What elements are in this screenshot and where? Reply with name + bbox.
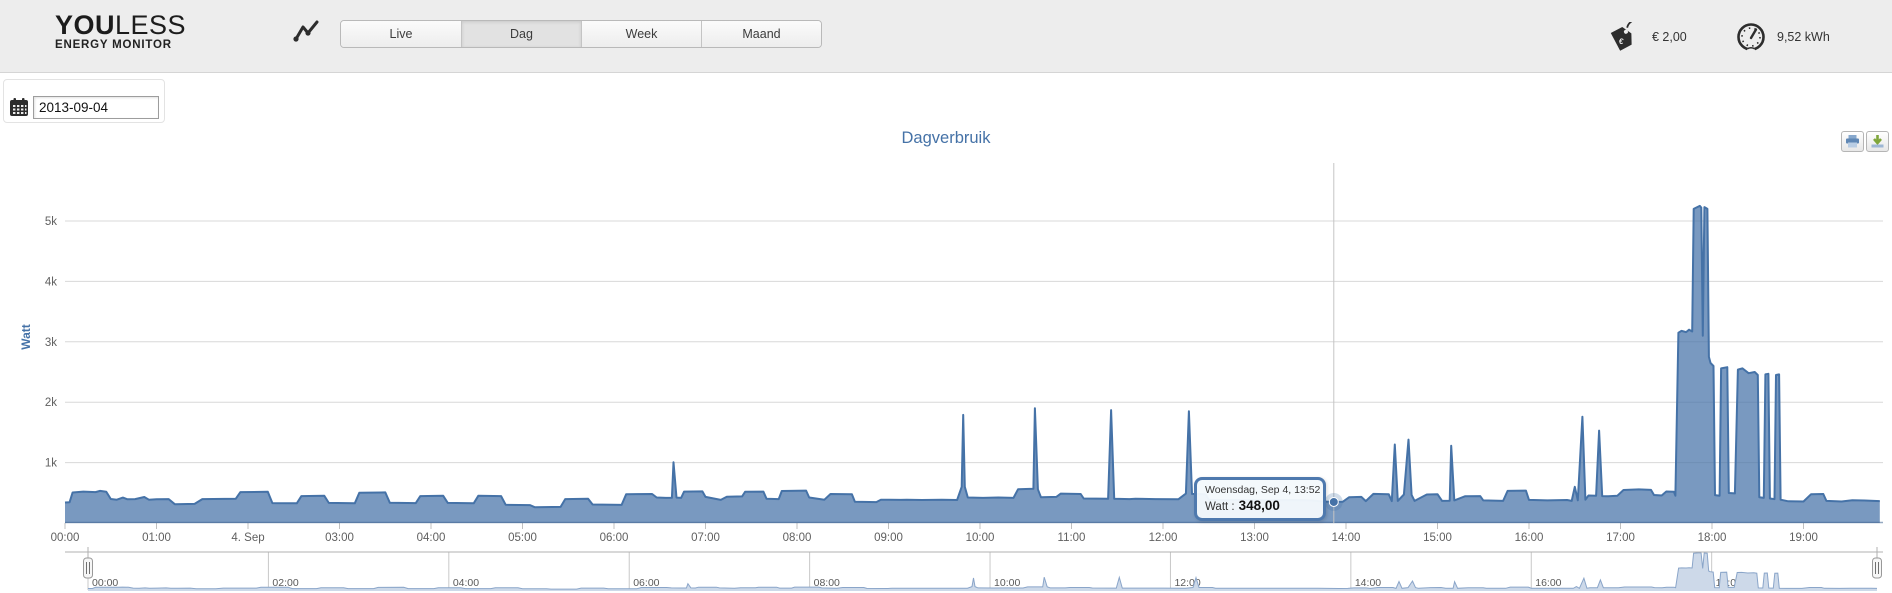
price-metric: € € 2,00 [1608, 0, 1687, 73]
chart-title: Dagverbruik [901, 129, 991, 147]
app-logo: YOULESS ENERGY MONITOR [55, 11, 186, 51]
x-axis-label: 10:00 [966, 532, 995, 544]
y-axis-label: 4k [45, 276, 57, 288]
tab-maand[interactable]: Maand [701, 21, 821, 47]
x-axis-label: 11:00 [1058, 532, 1086, 544]
logo-less: LESS [115, 10, 187, 40]
x-axis-label: 01:00 [142, 532, 171, 544]
navigator-axis-label: 10:00 [994, 577, 1020, 589]
x-axis-label: 18:00 [1698, 532, 1727, 544]
x-axis-label: 4. Sep [231, 532, 264, 544]
energy-metric: 9,52 kWh [1735, 0, 1830, 73]
tab-live[interactable]: Live [341, 21, 461, 47]
tab-week[interactable]: Week [581, 21, 701, 47]
navigator-right-handle[interactable] [1872, 557, 1882, 579]
price-label: € 2,00 [1652, 29, 1687, 44]
calendar-icon[interactable] [9, 97, 29, 117]
hover-marker[interactable] [1328, 496, 1339, 507]
tooltip-header: Woensdag, Sep 4, 13:52 [1205, 484, 1321, 496]
x-axis-label: 05:00 [508, 532, 537, 544]
navigator-area [88, 552, 1877, 591]
tooltip-row: Watt :348,00 [1205, 498, 1315, 513]
logo-title: YOULESS [55, 11, 186, 39]
navigator-axis-label: 06:00 [633, 577, 659, 589]
tooltip-value: 348,00 [1238, 498, 1280, 513]
price-tag-icon: € [1610, 21, 1634, 51]
tooltip-series-label: Watt : [1205, 501, 1235, 513]
navigator-axis-label: 08:00 [814, 577, 840, 589]
x-axis-label: 00:00 [51, 532, 80, 544]
period-tab-group: Live Dag Week Maand [340, 20, 822, 48]
area-series [65, 205, 1880, 523]
x-axis-label: 09:00 [874, 532, 903, 544]
navigator-axis-label: 14:00 [1355, 577, 1381, 589]
y-axis-label: 1k [45, 458, 57, 470]
x-axis-label: 04:00 [417, 532, 446, 544]
svg-text:€: € [1618, 36, 1625, 46]
logo-subtitle: ENERGY MONITOR [55, 39, 172, 51]
navigator-axis-label: 00:00 [92, 577, 118, 589]
x-axis-label: 17:00 [1606, 532, 1635, 544]
gauge-icon [1737, 22, 1765, 52]
x-axis-label: 19:00 [1789, 532, 1818, 544]
download-icon [1871, 135, 1884, 148]
date-input[interactable] [33, 96, 159, 119]
navigator-line [88, 552, 1878, 590]
x-axis-label: 12:00 [1149, 532, 1178, 544]
area-series-line [64, 204, 1880, 509]
x-axis-label: 14:00 [1332, 532, 1361, 544]
x-axis-label: 13:00 [1240, 532, 1269, 544]
y-axis-label: 3k [45, 337, 57, 349]
navigator-axis-label: 02:00 [272, 577, 298, 589]
tab-dag[interactable]: Dag [461, 21, 581, 47]
date-picker-panel [3, 79, 165, 123]
navigator-axis-label: 16:00 [1535, 577, 1561, 589]
x-axis-label: 07:00 [691, 532, 720, 544]
navigator-left-handle[interactable] [83, 557, 93, 579]
logo-you: YOU [55, 10, 116, 40]
x-axis-label: 03:00 [325, 532, 354, 544]
x-axis-label: 15:00 [1423, 532, 1452, 544]
y-axis-label: 2k [45, 397, 57, 409]
x-axis-label: 08:00 [783, 532, 812, 544]
app-header: YOULESS ENERGY MONITOR Live Dag Week Maand … [0, 0, 1892, 73]
y-axis-label: 5k [45, 216, 57, 228]
chart-tooltip: Woensdag, Sep 4, 13:52 Watt :348,00 [1194, 477, 1326, 521]
energy-label: 9,52 kWh [1777, 29, 1830, 44]
download-button[interactable] [1866, 131, 1889, 152]
print-icon [1846, 135, 1859, 148]
x-axis-label: 06:00 [600, 532, 629, 544]
print-button[interactable] [1841, 131, 1864, 152]
x-axis-label: 16:00 [1515, 532, 1544, 544]
navigator-axis-label: 04:00 [453, 577, 479, 589]
line-chart-icon [293, 20, 319, 42]
